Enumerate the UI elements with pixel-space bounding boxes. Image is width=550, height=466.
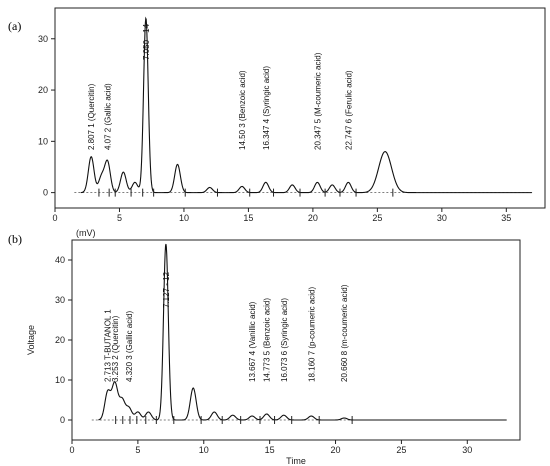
plot-frame xyxy=(54,7,546,209)
x-tick-label: 5 xyxy=(117,213,122,223)
x-tick-label: 30 xyxy=(462,445,472,455)
peak-label: 14.50 3 (Benzoic acid) xyxy=(238,70,247,150)
peak-label: 22.747 6 (Ferulic acid) xyxy=(344,70,353,150)
y-tick-label: 20 xyxy=(55,335,65,345)
y-tick-label: 20 xyxy=(38,85,48,95)
peak-label: 3.253 2 (Quercitin) xyxy=(111,315,120,382)
y-tick-label: 0 xyxy=(60,415,65,425)
panel-label: (b) xyxy=(8,232,22,246)
x-tick-label: 30 xyxy=(437,213,447,223)
peak-label: 2.807 1 (Quercitin) xyxy=(87,83,96,150)
x-tick-label: 15 xyxy=(243,213,253,223)
x-tick-label: 5 xyxy=(135,445,140,455)
peak-label: 4.320 3 (Gallic acid) xyxy=(125,311,134,382)
x-axis-label: Time xyxy=(286,456,306,466)
x-tick-label: 15 xyxy=(265,445,275,455)
y-tick-label: 30 xyxy=(38,34,48,44)
x-tick-label: 25 xyxy=(396,445,406,455)
peak-label: 7.050 - 14 xyxy=(142,23,151,60)
y-axis-label: Voltage xyxy=(26,325,36,355)
x-tick-label: 0 xyxy=(69,445,74,455)
x-tick-label: 20 xyxy=(331,445,341,455)
x-tick-label: 10 xyxy=(179,213,189,223)
y-tick-label: 30 xyxy=(55,295,65,305)
y-unit-label: (mV) xyxy=(76,228,96,238)
peak-label: 4.07 2 (Gallic acid) xyxy=(103,83,112,150)
peak-label: 14.773 5 (Benzoic acid) xyxy=(263,298,272,382)
x-tick-label: 0 xyxy=(52,213,57,223)
peak-label: 20.347 5 (M-coumeric acid) xyxy=(313,52,322,150)
y-tick-label: 10 xyxy=(55,375,65,385)
peak-label: 7.127 - 12 xyxy=(162,271,171,308)
y-tick-label: 0 xyxy=(43,188,48,198)
chromatogram-trace xyxy=(98,243,507,421)
y-tick-label: 40 xyxy=(55,255,65,265)
peak-label: 2.713 T-BUTANOL 1 xyxy=(104,309,113,382)
peak-label: 20.660 8 (m-coumeric acid) xyxy=(340,284,349,382)
x-tick-label: 25 xyxy=(372,213,382,223)
peak-label: 16.347 4 (Syringic acid) xyxy=(262,66,271,150)
peak-label: 13.667 4 (Vanillic acid) xyxy=(248,301,257,382)
peak-label: 16.073 6 (Syringic acid) xyxy=(280,298,289,382)
peak-label: 18.160 7 (p-coumeric acid) xyxy=(307,287,316,382)
x-tick-label: 20 xyxy=(308,213,318,223)
y-tick-label: 10 xyxy=(38,136,48,146)
panel-label: (a) xyxy=(8,19,21,33)
chromatogram-trace xyxy=(80,16,532,194)
x-tick-label: 35 xyxy=(501,213,511,223)
plot-frame xyxy=(71,239,521,441)
x-tick-label: 10 xyxy=(199,445,209,455)
